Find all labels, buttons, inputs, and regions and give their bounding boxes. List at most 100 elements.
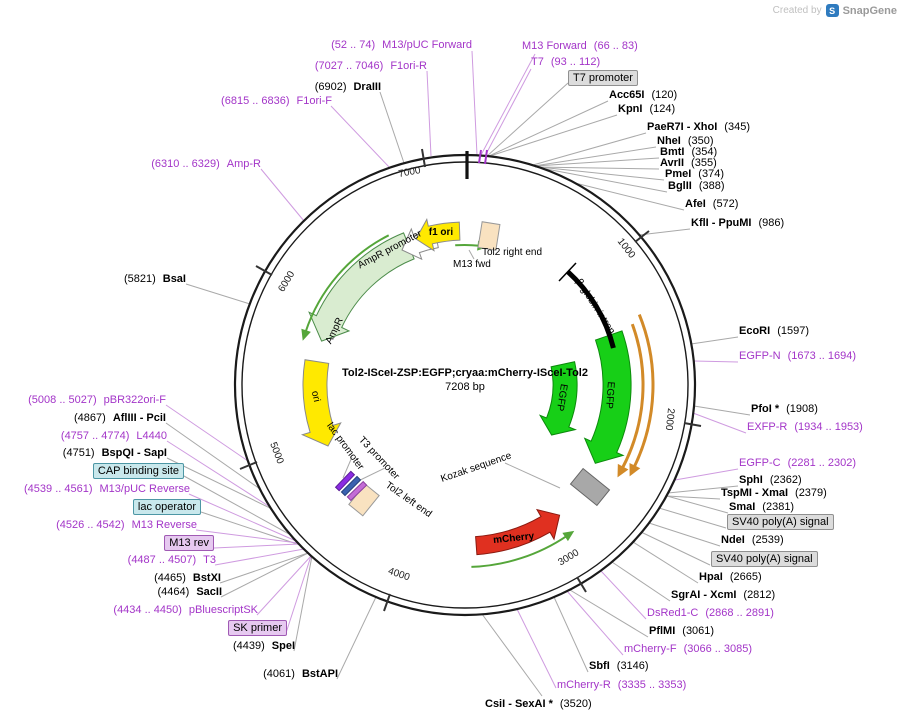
mcs-feature-bar[interactable] xyxy=(334,470,356,492)
label-tspmi-xmai[interactable]: TspMI - XmaI (2379) xyxy=(721,487,827,499)
ori-feature-arrow[interactable] xyxy=(300,359,342,447)
label-bmti[interactable]: BmtI (354) xyxy=(660,146,718,158)
ampr-feature-arrow[interactable] xyxy=(308,232,415,342)
scale-number-3000: 3000 xyxy=(556,547,581,568)
label-pmei[interactable]: PmeI (374) xyxy=(665,168,724,180)
label-lac-operator[interactable]: lac operator xyxy=(132,499,201,515)
label-egfp-c[interactable]: EGFP-C (2281 .. 2302) xyxy=(739,457,857,469)
label-sgrai-xcmi[interactable]: SgrAI - XcmI (2812) xyxy=(671,589,776,601)
label-m13-puc-reverse[interactable]: (4539 .. 4561) M13/pUC Reverse xyxy=(24,483,190,495)
feature-label-beta-globin-intron[interactable]: β-globin intron xyxy=(573,277,617,336)
feature-label-mcherry[interactable]: mCherry xyxy=(493,531,535,546)
label-amp-r[interactable]: (6310 .. 6329) Amp-R xyxy=(151,158,261,170)
tol2-left-end-box[interactable] xyxy=(348,483,380,517)
label-mcherry-r[interactable]: mCherry-R (3335 .. 3353) xyxy=(557,679,687,691)
label-dsred1-c[interactable]: DsRed1-C (2868 .. 2891) xyxy=(647,607,774,619)
amp-r-primer-arc[interactable] xyxy=(304,234,390,333)
label-f1ori-f[interactable]: (6815 .. 6836) F1ori-F xyxy=(221,95,332,107)
primer-tick xyxy=(478,149,482,164)
label-bspqi-sapi[interactable]: (4751) BspQI - SapI xyxy=(62,447,167,459)
label-sbfi[interactable]: SbfI (3146) xyxy=(589,660,649,672)
label-m13-reverse[interactable]: (4526 .. 4542) M13 Reverse xyxy=(56,519,197,531)
beta-globin-intron-arc[interactable] xyxy=(565,269,616,349)
label-pbr322ori-f[interactable]: (5008 .. 5027) pBR322ori-F xyxy=(28,394,166,406)
label-t7-promoter[interactable]: T7 promoter xyxy=(568,70,638,86)
label-avrii[interactable]: AvrII (355) xyxy=(660,157,717,169)
tol2-right-end-box[interactable] xyxy=(477,221,501,251)
label-sphi[interactable]: SphI (2362) xyxy=(739,474,802,486)
egfp-feature-arrow-inner[interactable] xyxy=(538,361,578,436)
label-afei[interactable]: AfeI (572) xyxy=(685,198,739,210)
label-paer7i-xhoi[interactable]: PaeR7I - XhoI (345) xyxy=(647,121,750,133)
label-kpni[interactable]: KpnI (124) xyxy=(618,103,676,115)
feature-label-m13-fwd[interactable]: M13 fwd xyxy=(453,259,491,270)
m13-fwd-primer-arc[interactable] xyxy=(455,244,480,247)
label-draiii[interactable]: (6902) DraIII xyxy=(314,81,381,93)
label-ecori[interactable]: EcoRI (1597) xyxy=(739,325,809,337)
label-nhei[interactable]: NheI (350) xyxy=(657,135,714,147)
feature-label-lac-promoter[interactable]: lac promoter xyxy=(324,421,366,473)
label-exfp-r[interactable]: EXFP-R (1934 .. 1953) xyxy=(747,421,863,433)
snapgene-logo-icon: S xyxy=(825,4,839,17)
feature-label-tol2-left-end[interactable]: Tol2 left end xyxy=(383,480,433,520)
mcherry-primer-arc[interactable] xyxy=(471,535,568,568)
feature-label-egfp-outer[interactable]: EGFP xyxy=(603,381,616,409)
primer-tick xyxy=(484,149,488,165)
label-bglii[interactable]: BglII (388) xyxy=(668,180,725,192)
label-sacii[interactable]: (4464) SacII xyxy=(157,586,222,598)
label-bsai[interactable]: (5821) BsaI xyxy=(123,273,186,285)
callout-lines-purple xyxy=(165,50,747,689)
plasmid-name: Tol2-ISceI-ZSP:EGFP;cryaa:mCherry-ISceI-… xyxy=(342,367,588,379)
label-csii-sexai[interactable]: CsiI - SexAI * (3520) xyxy=(485,698,592,710)
label-bstxi[interactable]: (4465) BstXI xyxy=(154,572,221,584)
label-f1ori-r[interactable]: (7027 .. 7046) F1ori-R xyxy=(314,60,427,72)
label-sv40-polya-signal-1[interactable]: SV40 poly(A) signal xyxy=(727,514,834,530)
label-pfoi[interactable]: PfoI * (1908) xyxy=(751,403,818,415)
label-cap-binding-site[interactable]: CAP binding site xyxy=(92,463,184,479)
scale-number-7000: 7000 xyxy=(398,165,422,180)
mcs-feature-bar[interactable] xyxy=(340,475,362,497)
orange-arc-feature-inner[interactable] xyxy=(620,323,645,470)
label-l4440[interactable]: (4757 .. 4774) L4440 xyxy=(60,430,167,442)
feature-label-tol2-right-end[interactable]: Tol2 right end xyxy=(482,247,542,258)
label-sk-primer[interactable]: SK primer xyxy=(228,620,287,636)
feature-label-kozak[interactable]: Kozak sequence xyxy=(439,450,513,485)
label-m13-rev[interactable]: M13 rev xyxy=(164,535,214,551)
egfp-feature-arrow-outer[interactable] xyxy=(583,330,632,464)
watermark-brand: SnapGene xyxy=(842,4,897,17)
primer-arc-arrowhead xyxy=(301,328,311,341)
label-smai[interactable]: SmaI (2381) xyxy=(729,501,795,513)
plasmid-backbone-outer-ring xyxy=(233,153,697,617)
label-pbluescriptsk[interactable]: (4434 .. 4450) pBluescriptSK xyxy=(113,604,258,616)
label-t7[interactable]: T7 (93 .. 112) xyxy=(531,56,601,68)
feature-label-ori[interactable]: ori xyxy=(309,390,322,403)
label-hpai[interactable]: HpaI (2665) xyxy=(699,571,762,583)
scale-number-6000: 6000 xyxy=(276,269,297,294)
label-t3[interactable]: (4487 .. 4507) T3 xyxy=(127,554,216,566)
label-egfp-n[interactable]: EGFP-N (1673 .. 1694) xyxy=(739,350,857,362)
intron-end-tick xyxy=(558,262,577,282)
feature-label-f1-ori[interactable]: f1 ori xyxy=(429,227,454,238)
label-pflmi[interactable]: PflMI (3061) xyxy=(649,625,715,637)
label-acc65i[interactable]: Acc65I (120) xyxy=(609,89,678,101)
label-m13-forward[interactable]: M13 Forward (66 .. 83) xyxy=(522,40,638,52)
sv40-polya-box[interactable] xyxy=(569,467,611,507)
label-spei[interactable]: (4439) SpeI xyxy=(232,640,295,652)
feature-label-t3-promoter[interactable]: T3 promoter xyxy=(356,435,402,483)
label-sv40-polya-signal-2[interactable]: SV40 poly(A) signal xyxy=(711,551,818,567)
label-ndei[interactable]: NdeI (2539) xyxy=(721,534,784,546)
feature-label-egfp-inner[interactable]: EGFP xyxy=(554,383,569,412)
orange-arc-arrowhead xyxy=(629,462,641,477)
label-m13-puc-forward[interactable]: (52 .. 74) M13/pUC Forward xyxy=(331,39,472,51)
label-mcherry-f[interactable]: mCherry-F (3066 .. 3085) xyxy=(624,643,753,655)
plasmid-backbone-inner-ring xyxy=(241,161,689,609)
f1-ori-feature-arrow[interactable] xyxy=(415,217,461,252)
label-bstapi[interactable]: (4061) BstAPI xyxy=(263,668,338,680)
watermark-created-by: Created by xyxy=(772,5,822,16)
mcs-feature-bar[interactable] xyxy=(346,480,368,502)
label-afliii-pcii[interactable]: (4867) AflIII - PciI xyxy=(74,412,166,424)
orange-arc-feature-outer[interactable] xyxy=(632,314,655,469)
label-kfli-ppumi[interactable]: KflI - PpuMI (986) xyxy=(691,217,785,229)
mcherry-feature-arrow[interactable] xyxy=(475,508,561,556)
